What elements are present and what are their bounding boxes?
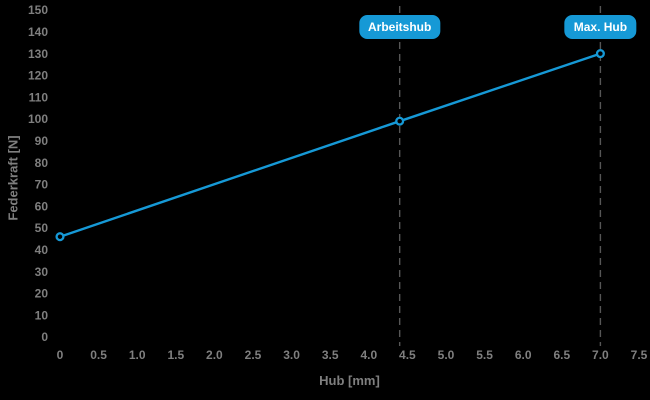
x-tick-label: 3.0: [283, 348, 300, 362]
arbeitshub-badge: Arbeitshub: [359, 15, 441, 39]
x-tick-label: 5.0: [438, 348, 455, 362]
x-tick-label: 6.0: [515, 348, 532, 362]
y-tick-label: 70: [35, 178, 49, 192]
x-tick-label: 2.5: [245, 348, 262, 362]
x-axis-title: Hub [mm]: [319, 373, 380, 388]
x-tick-label: 3.5: [322, 348, 339, 362]
data-point-marker: [55, 232, 65, 242]
x-tick-label: 6.5: [553, 348, 570, 362]
y-tick-label: 90: [35, 134, 49, 148]
y-tick-label: 110: [29, 90, 49, 104]
x-tick-label: 7.0: [592, 348, 609, 362]
y-tick-label: 40: [35, 243, 49, 257]
y-tick-label: 100: [28, 112, 48, 126]
y-axis-title: Federkraft [N]: [5, 135, 21, 221]
y-tick-label: 130: [28, 47, 48, 61]
x-tick-label: 7.5: [631, 348, 648, 362]
x-tick-label: 1.0: [129, 348, 146, 362]
x-tick-label: 4.5: [399, 348, 416, 362]
y-tick-label: 0: [41, 330, 48, 344]
x-tick-label: 5.5: [476, 348, 493, 362]
x-tick-label: 2.0: [206, 348, 223, 362]
spring-force-line: [59, 52, 601, 238]
x-tick-label: 0.5: [90, 348, 107, 362]
x-tick-label: 0: [57, 348, 64, 362]
x-tick-label: 1.5: [167, 348, 184, 362]
y-tick-label: 60: [35, 199, 49, 213]
y-tick-label: 150: [28, 3, 48, 17]
data-point-marker: [595, 49, 605, 59]
y-tick-label: 120: [28, 69, 48, 83]
data-point-marker: [395, 116, 405, 126]
x-tick-label: 4.0: [360, 348, 377, 362]
y-tick-label: 140: [28, 25, 48, 39]
y-tick-label: 10: [35, 308, 49, 322]
max-hub-badge: Max. Hub: [564, 15, 637, 39]
y-tick-label: 50: [35, 221, 49, 235]
y-tick-label: 20: [35, 287, 49, 301]
y-tick-label: 80: [35, 156, 49, 170]
y-tick-label: 30: [35, 265, 49, 279]
